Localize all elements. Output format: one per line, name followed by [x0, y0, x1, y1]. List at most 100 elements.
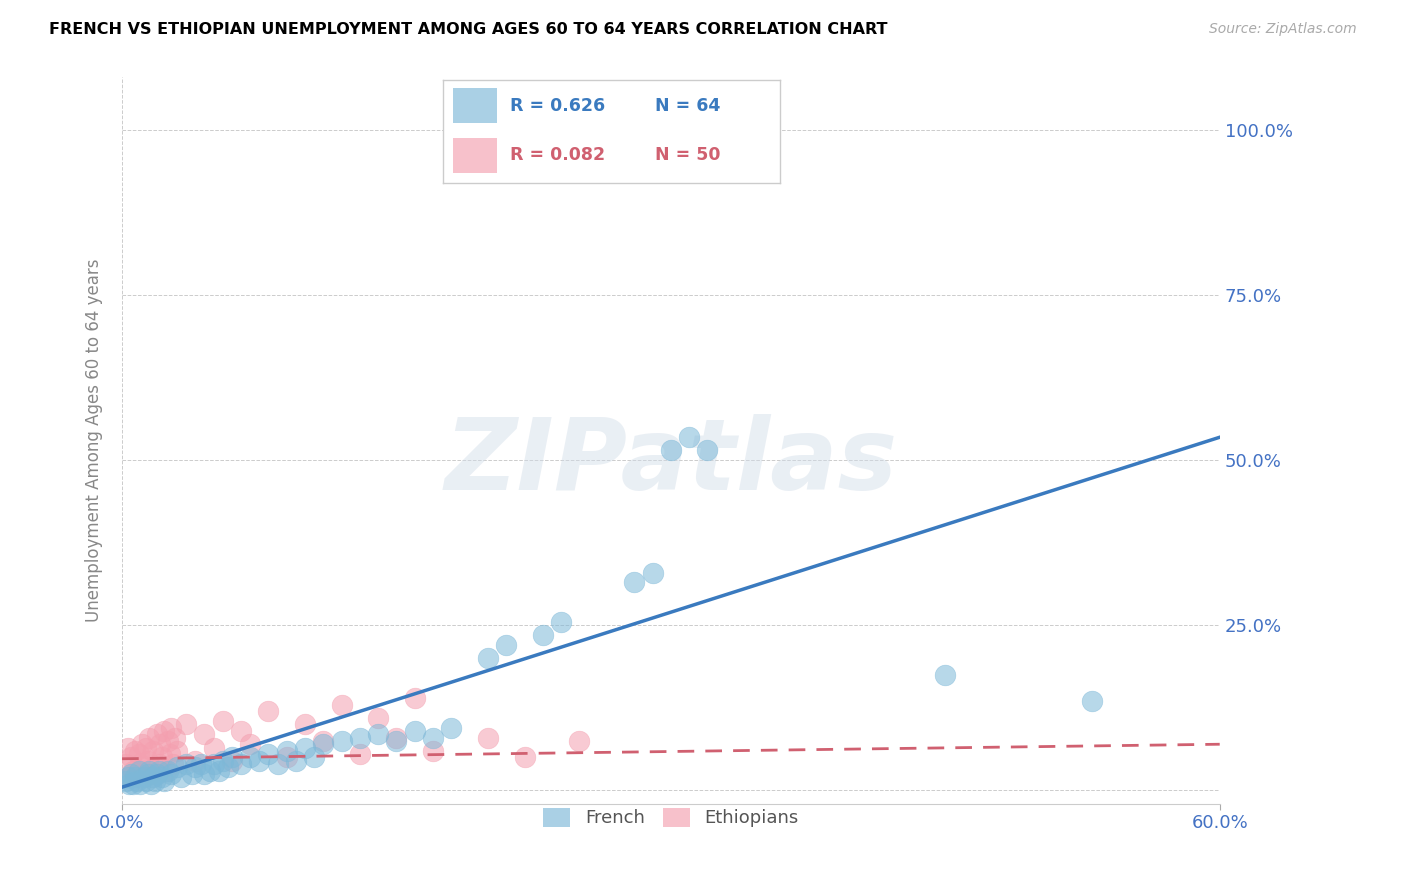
Point — [174, 717, 197, 731]
Point — [118, 777, 141, 791]
Point — [162, 757, 184, 772]
Point — [404, 724, 426, 739]
Point — [143, 760, 166, 774]
Point — [146, 767, 169, 781]
Point — [330, 698, 353, 712]
Text: FRENCH VS ETHIOPIAN UNEMPLOYMENT AMONG AGES 60 TO 64 YEARS CORRELATION CHART: FRENCH VS ETHIOPIAN UNEMPLOYMENT AMONG A… — [49, 22, 887, 37]
Point — [156, 764, 179, 778]
Point — [131, 737, 153, 751]
Point — [294, 740, 316, 755]
Point — [166, 760, 188, 774]
Point — [202, 757, 225, 772]
Point — [659, 443, 682, 458]
Point — [477, 651, 499, 665]
Point — [678, 430, 700, 444]
Point — [513, 750, 536, 764]
Text: R = 0.082: R = 0.082 — [510, 146, 606, 164]
Point — [198, 764, 221, 778]
Point — [276, 750, 298, 764]
Point — [136, 754, 159, 768]
Point — [221, 750, 243, 764]
Point — [128, 764, 150, 778]
Point — [193, 767, 215, 781]
Point — [302, 750, 325, 764]
Point — [184, 760, 207, 774]
Point — [217, 760, 239, 774]
Point — [367, 727, 389, 741]
Point — [159, 747, 181, 761]
Point — [122, 764, 145, 778]
Point — [132, 770, 155, 784]
Point — [155, 764, 177, 778]
Point — [120, 750, 142, 764]
Point — [174, 757, 197, 772]
Point — [132, 764, 155, 778]
Point — [135, 773, 157, 788]
Point — [148, 757, 170, 772]
Point — [129, 757, 152, 772]
Point — [266, 757, 288, 772]
Point — [148, 764, 170, 778]
Point — [180, 767, 202, 781]
Point — [118, 770, 141, 784]
Point — [312, 734, 335, 748]
Point — [934, 668, 956, 682]
Point — [142, 744, 165, 758]
Point — [239, 737, 262, 751]
Point — [385, 731, 408, 745]
Point — [153, 724, 176, 739]
Point — [160, 721, 183, 735]
Point — [129, 777, 152, 791]
Point — [135, 740, 157, 755]
Point — [208, 764, 231, 778]
Point — [128, 747, 150, 761]
Point — [117, 740, 139, 755]
Point — [138, 731, 160, 745]
Point — [143, 773, 166, 788]
Point — [294, 717, 316, 731]
Bar — [453, 88, 496, 123]
Point — [349, 747, 371, 761]
Point — [641, 566, 664, 580]
Point — [229, 757, 252, 772]
Point — [257, 704, 280, 718]
Point — [221, 754, 243, 768]
Point — [330, 734, 353, 748]
Point — [550, 615, 572, 629]
Point — [184, 754, 207, 768]
Point — [477, 731, 499, 745]
Point — [367, 711, 389, 725]
Point — [125, 773, 148, 788]
Point — [136, 767, 159, 781]
Y-axis label: Unemployment Among Ages 60 to 64 years: Unemployment Among Ages 60 to 64 years — [86, 259, 103, 623]
Point — [696, 443, 718, 458]
Point — [149, 737, 172, 751]
Point — [568, 734, 591, 748]
Text: R = 0.626: R = 0.626 — [510, 97, 606, 115]
Text: ZIPatlas: ZIPatlas — [444, 414, 897, 511]
Point — [166, 744, 188, 758]
Point — [422, 731, 444, 745]
Point — [141, 767, 163, 781]
Point — [124, 770, 146, 784]
Point — [169, 770, 191, 784]
Point — [1080, 694, 1102, 708]
Point — [202, 740, 225, 755]
Point — [276, 744, 298, 758]
Text: Source: ZipAtlas.com: Source: ZipAtlas.com — [1209, 22, 1357, 37]
Point — [141, 777, 163, 791]
Point — [312, 737, 335, 751]
Bar — [453, 137, 496, 173]
Point — [531, 628, 554, 642]
Legend: French, Ethiopians: French, Ethiopians — [536, 801, 806, 835]
Point — [440, 721, 463, 735]
Text: N = 64: N = 64 — [655, 97, 721, 115]
Point — [120, 767, 142, 781]
Text: N = 50: N = 50 — [655, 146, 721, 164]
Point — [257, 747, 280, 761]
Point — [150, 770, 173, 784]
Point — [190, 757, 212, 772]
Point — [239, 750, 262, 764]
Point — [125, 767, 148, 781]
Point — [150, 750, 173, 764]
